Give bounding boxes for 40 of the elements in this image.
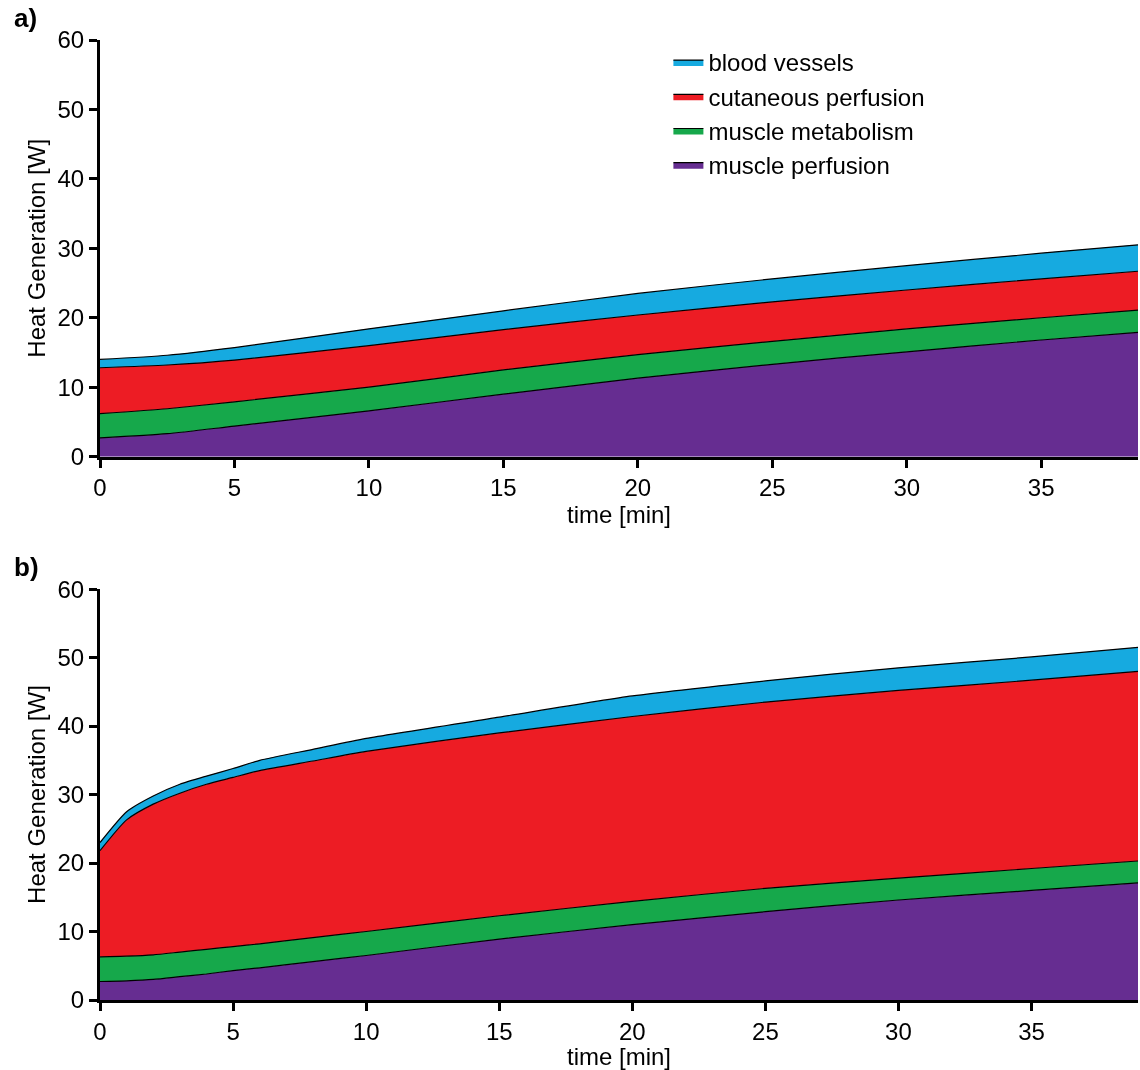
chart-title: a) <box>14 3 38 33</box>
x-tick-label: 25 <box>752 1017 779 1045</box>
y-tick-label: 20 <box>57 304 85 332</box>
y-tick-label: 10 <box>57 373 85 401</box>
x-tick-label: 10 <box>352 1017 380 1045</box>
x-tick-label: 15 <box>490 474 517 502</box>
y-axis-title: Heat Generation [W] <box>22 685 50 904</box>
y-tick-label: 40 <box>57 712 85 740</box>
y-tick-label: 50 <box>57 95 85 123</box>
x-tick-label: 10 <box>355 474 383 502</box>
y-axis-title: Heat Generation [W] <box>22 138 50 358</box>
y-tick-label: 10 <box>57 917 85 945</box>
x-tick-label: 5 <box>226 1017 240 1045</box>
y-tick-label: 0 <box>70 986 85 1014</box>
legend-label: cutaneous perfusion <box>708 83 925 111</box>
y-tick-label: 30 <box>57 780 85 808</box>
x-tick-label: 0 <box>93 1017 107 1045</box>
chart-title: b) <box>14 552 39 582</box>
y-tick-label: 60 <box>57 26 85 54</box>
y-tick-label: 60 <box>57 575 85 603</box>
x-tick-label: 25 <box>758 474 786 502</box>
x-tick-label: 20 <box>624 474 652 502</box>
x-tick-label: 35 <box>1018 1017 1045 1045</box>
x-tick-label: 35 <box>1027 474 1055 502</box>
y-tick-label: 50 <box>57 644 85 671</box>
legend-label: muscle metabolism <box>708 117 914 145</box>
x-tick-label: 5 <box>227 474 242 502</box>
x-tick-label: 30 <box>893 474 921 502</box>
y-tick-label: 40 <box>57 165 85 193</box>
x-axis-title: time [min] <box>566 1043 672 1070</box>
x-tick-label: 15 <box>485 1017 513 1045</box>
x-tick-label: 30 <box>885 1017 912 1045</box>
x-tick-label: 0 <box>93 474 107 502</box>
y-tick-label: 0 <box>70 443 85 471</box>
y-tick-label: 30 <box>57 234 85 262</box>
legend-label: blood vessels <box>708 49 854 77</box>
legend-label: muscle perfusion <box>708 152 890 180</box>
x-axis-title: time [min] <box>566 501 672 529</box>
x-tick-label: 20 <box>618 1017 646 1045</box>
y-tick-label: 20 <box>57 849 85 877</box>
